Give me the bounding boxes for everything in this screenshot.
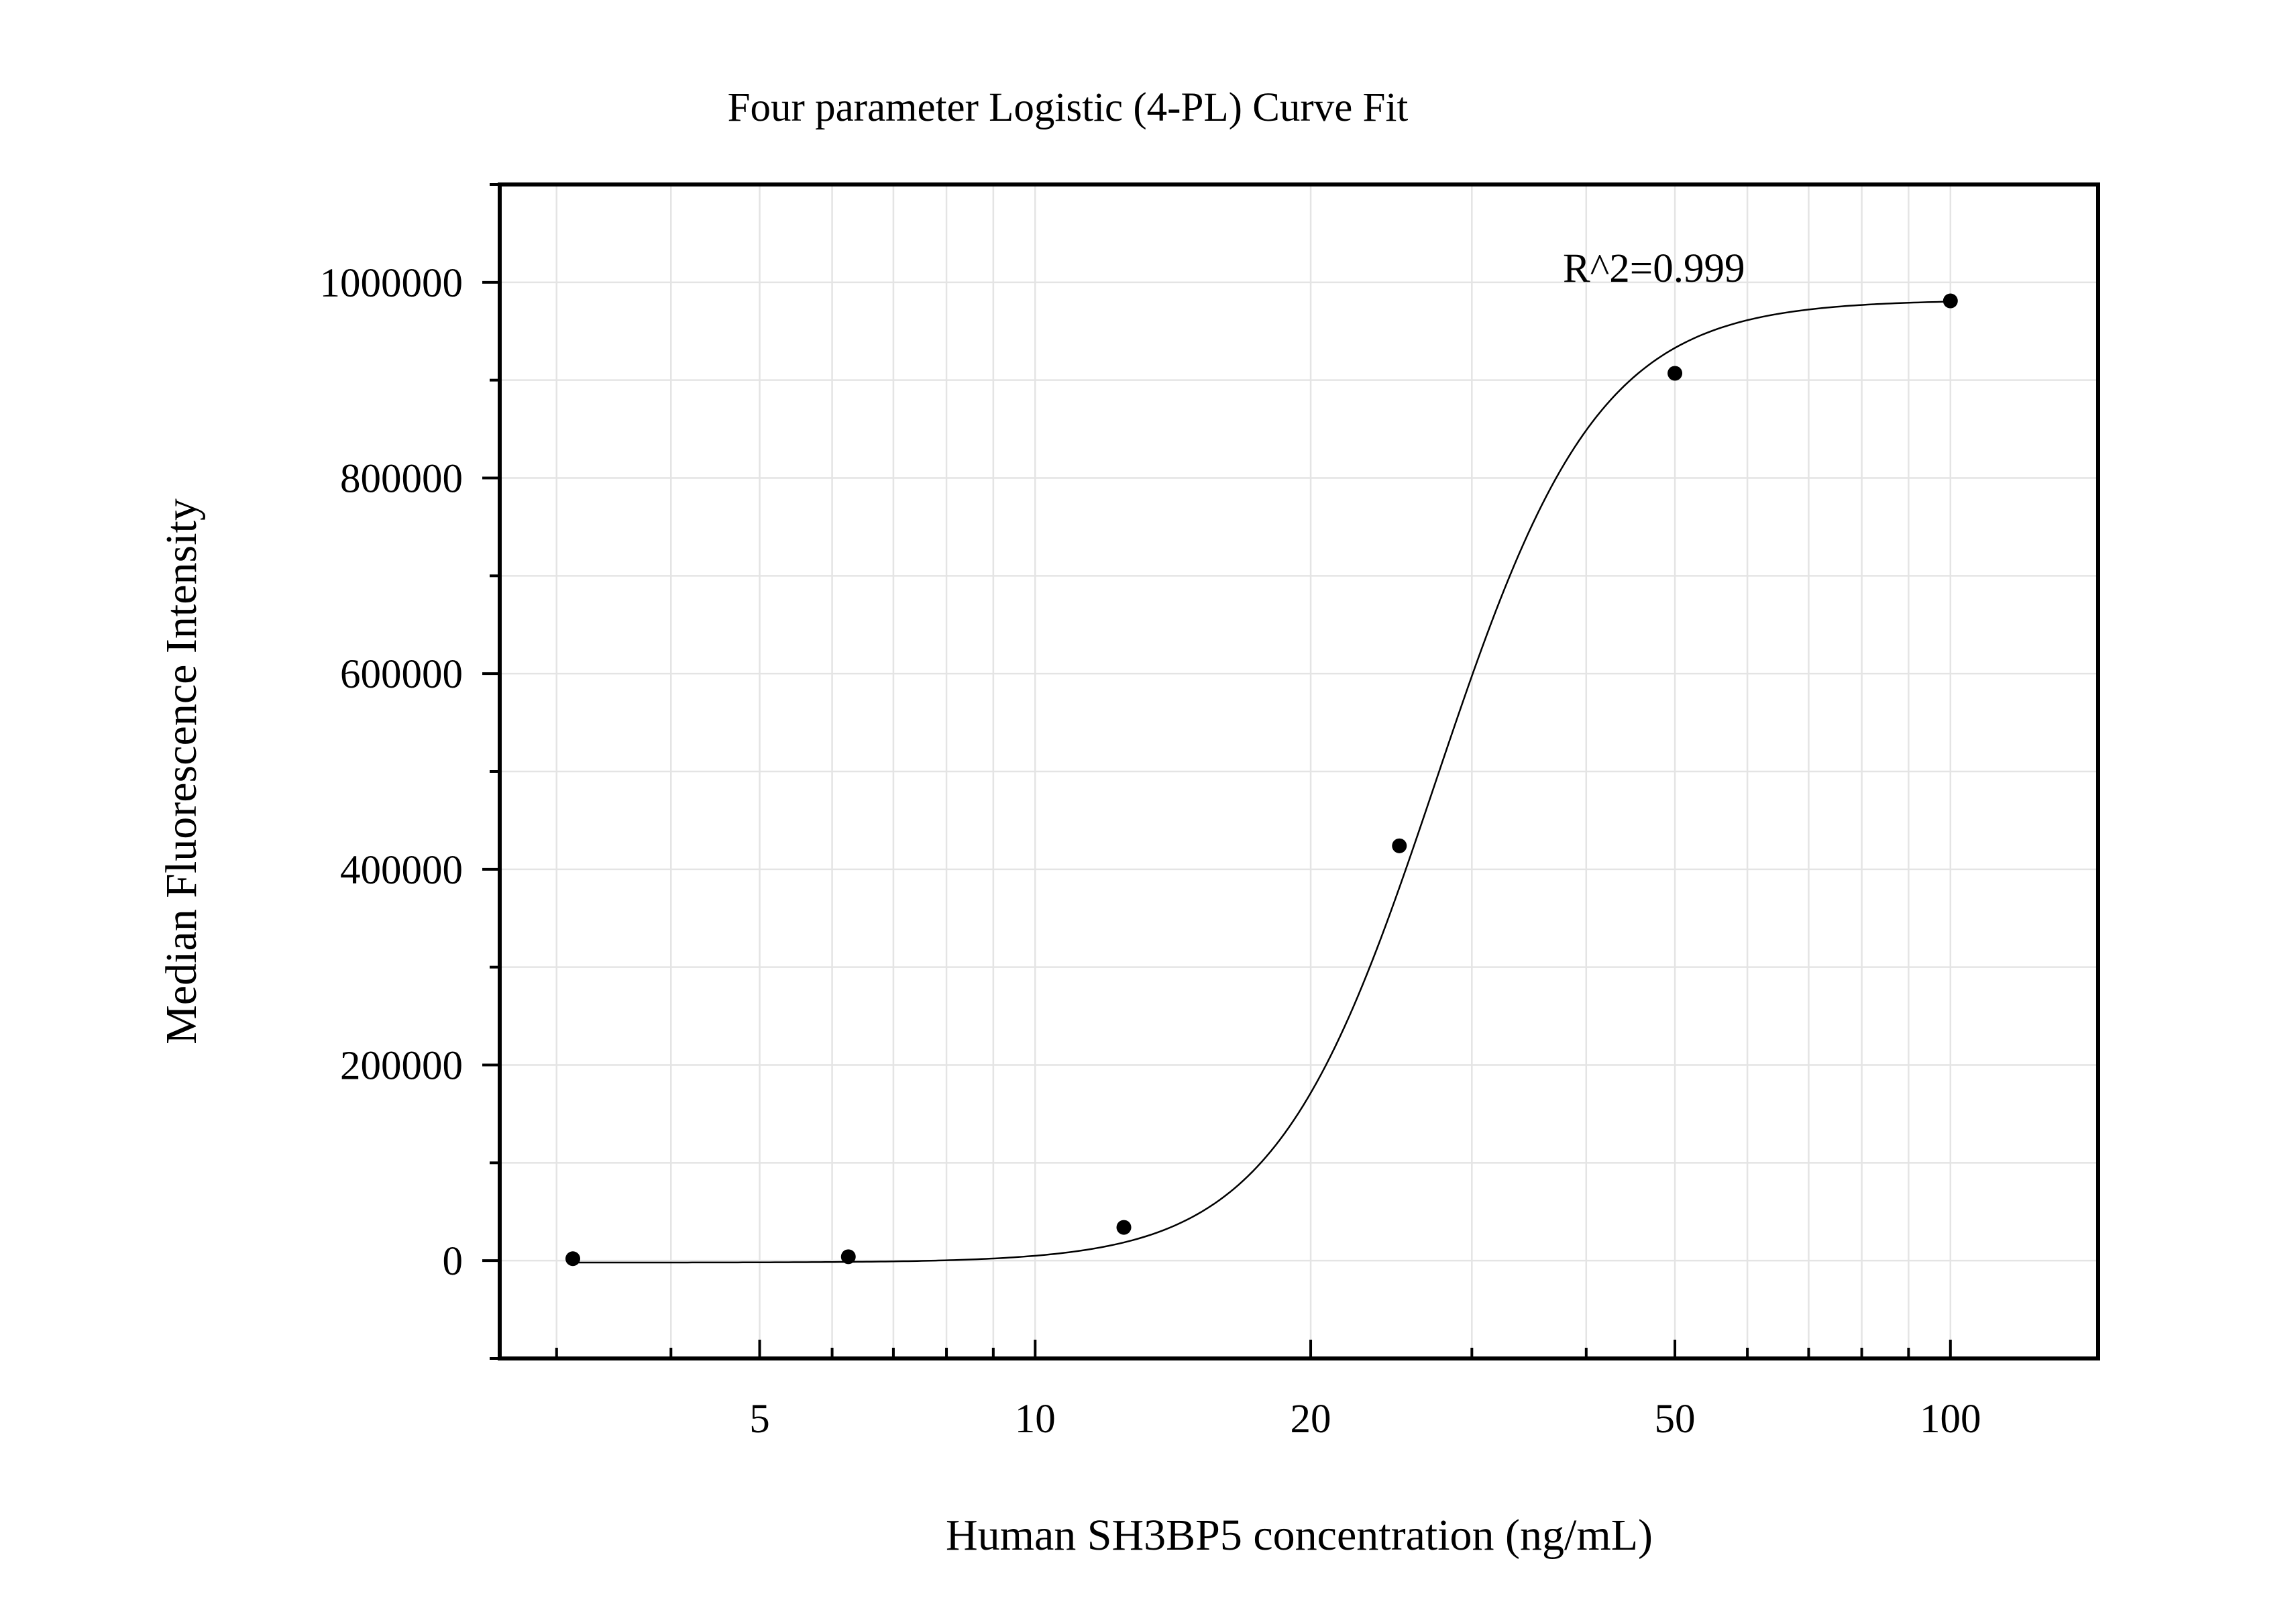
x-tick-label: 50	[1655, 1397, 1696, 1442]
y-tick-label: 400000	[340, 848, 463, 893]
data-points	[565, 293, 1958, 1267]
chart-title: Four parameter Logistic (4-PL) Curve Fit	[728, 85, 1409, 130]
data-point	[840, 1249, 856, 1265]
x-axis-label: Human SH3BP5 concentration (ng/mL)	[946, 1511, 1653, 1560]
plot-frame	[498, 182, 2100, 1360]
grid-lines	[500, 184, 2098, 1358]
data-point	[1943, 293, 1958, 309]
fit-curve	[572, 301, 1951, 1264]
x-tick-label: 20	[1291, 1397, 1331, 1442]
data-point	[1392, 838, 1407, 853]
y-tick-label: 0	[443, 1239, 463, 1284]
y-tick-labels: 0 200000 400000 600000 800000 1000000	[320, 261, 463, 1284]
y-tick-label: 1000000	[320, 261, 463, 306]
data-point	[1668, 366, 1683, 381]
x-tick-labels: 5 10 20 50 100	[749, 1397, 1981, 1442]
x-tick-label: 10	[1015, 1397, 1056, 1442]
y-tick-label: 200000	[340, 1044, 463, 1089]
y-tick-label: 800000	[340, 457, 463, 502]
x-tick-label: 100	[1920, 1397, 1981, 1442]
data-point	[565, 1251, 580, 1267]
y-axis-label: Median Fluorescence Intensity	[157, 498, 206, 1045]
x-tick-label: 5	[749, 1397, 770, 1442]
axis-ticks	[482, 183, 1952, 1360]
r-squared-annotation: R^2=0.999	[1563, 246, 1745, 291]
data-point	[1116, 1220, 1132, 1235]
y-tick-label: 600000	[340, 652, 463, 697]
